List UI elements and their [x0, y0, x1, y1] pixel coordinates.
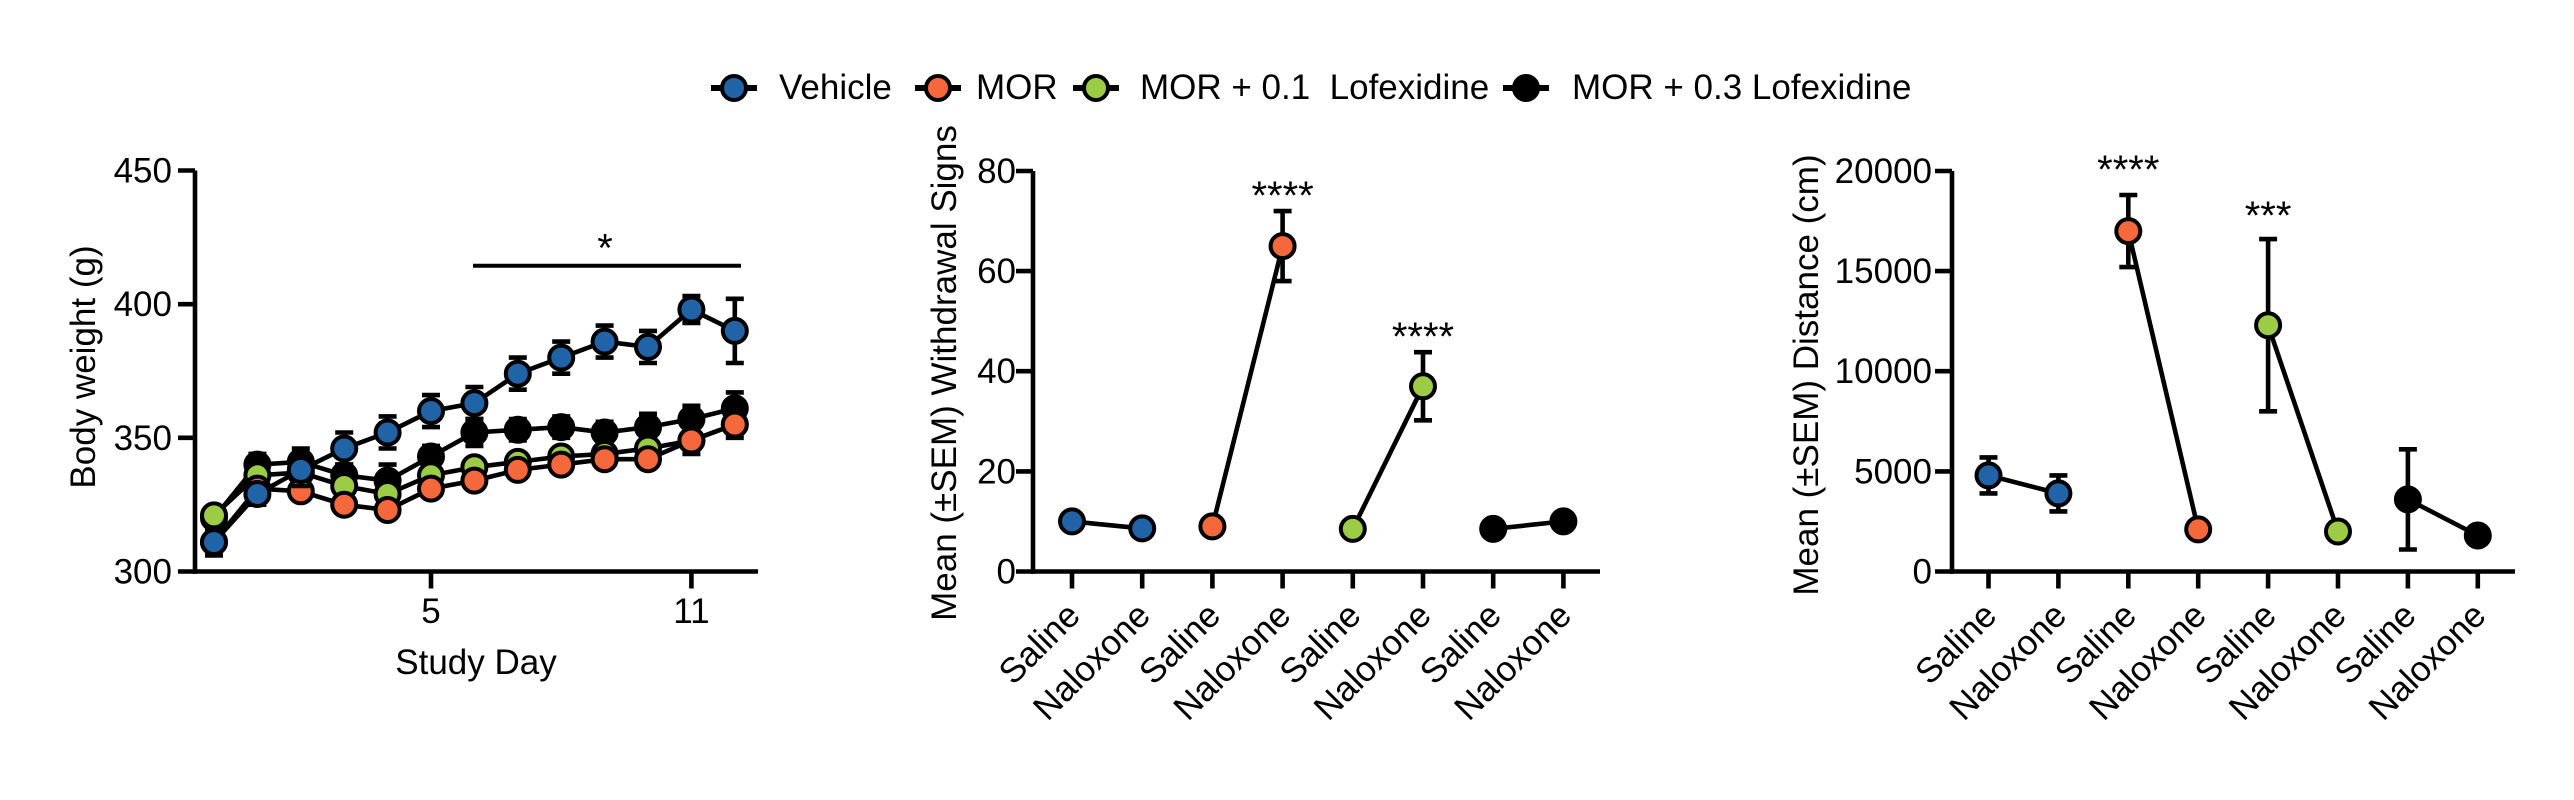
svg-text:***: ***: [2245, 194, 2292, 238]
svg-text:60: 60: [977, 252, 1016, 291]
svg-text:40: 40: [977, 352, 1016, 391]
svg-text:****: ****: [1392, 315, 1454, 359]
svg-text:0: 0: [997, 553, 1016, 592]
svg-text:15000: 15000: [1835, 252, 1932, 291]
svg-text:Vehicle: Vehicle: [779, 68, 892, 107]
svg-text:MOR + 0.3 Lofexidine: MOR + 0.3 Lofexidine: [1572, 68, 1912, 107]
svg-text:400: 400: [114, 285, 172, 324]
svg-text:Mean (±SEM) Distance (cm): Mean (±SEM) Distance (cm): [1787, 154, 1826, 595]
svg-text:300: 300: [114, 553, 172, 592]
svg-text:*: *: [597, 227, 613, 271]
svg-text:10000: 10000: [1835, 352, 1932, 391]
svg-text:20000: 20000: [1835, 152, 1932, 191]
svg-text:80: 80: [977, 152, 1016, 191]
svg-text:350: 350: [114, 419, 172, 458]
svg-text:450: 450: [114, 152, 172, 191]
svg-text:Mean (±SEM) Withdrawal Signs: Mean (±SEM) Withdrawal Signs: [925, 125, 964, 621]
svg-text:0: 0: [1913, 553, 1932, 592]
svg-text:MOR: MOR: [976, 68, 1058, 107]
svg-text:MOR + 0.1 Lofexidine: MOR + 0.1 Lofexidine: [1140, 68, 1489, 107]
svg-text:5000: 5000: [1854, 452, 1932, 491]
svg-text:****: ****: [1251, 174, 1313, 218]
svg-text:Body weight (g): Body weight (g): [64, 245, 103, 488]
svg-text:Study Day: Study Day: [395, 643, 557, 682]
svg-text:20: 20: [977, 452, 1016, 491]
svg-text:5: 5: [421, 592, 440, 631]
svg-text:****: ****: [2097, 148, 2159, 192]
svg-text:11: 11: [673, 592, 709, 631]
